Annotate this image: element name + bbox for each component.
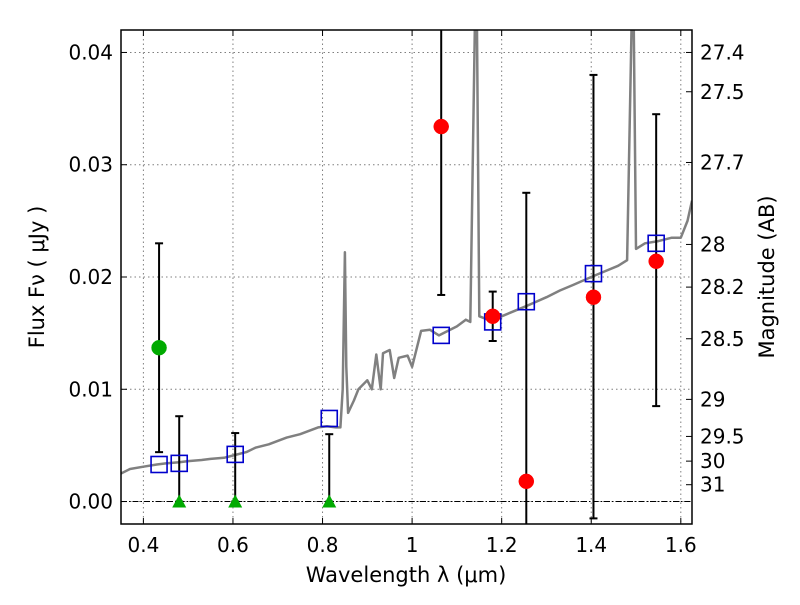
observed-point [518, 473, 535, 490]
model-photometry-square [320, 409, 339, 428]
magnitude-tick-label: 28.5 [700, 327, 745, 351]
magnitude-tick-label: 30 [700, 449, 725, 473]
magnitude-tick-label: 28.2 [700, 275, 745, 299]
upper-limit-triangle [228, 494, 243, 508]
upper-limit-bar [231, 432, 240, 503]
model-photometry-square [517, 292, 536, 311]
observed-point [484, 308, 501, 325]
magnitude-tick-label: 29 [700, 387, 725, 411]
magnitude-tick-label: 27.4 [700, 40, 745, 64]
y-tick-label: 0.03 [68, 153, 113, 177]
observed-point [151, 339, 167, 356]
observed-point [585, 289, 602, 305]
magnitude-tick-label: 31 [700, 473, 725, 497]
x-tick-label: 1.2 [486, 533, 518, 557]
y-tick-label: 0.01 [68, 377, 113, 401]
y-tick-label: 0.00 [68, 490, 113, 514]
error-bar [522, 191, 531, 524]
x-tick-label: 1.4 [575, 533, 607, 557]
grid [121, 30, 692, 524]
model-photometry-square [432, 326, 451, 345]
error-bar [437, 30, 446, 296]
model-photometry-square [226, 445, 244, 464]
y-axis-label: Flux Fν ( μJy ) [25, 206, 49, 349]
x-tick-label: 1.6 [665, 533, 697, 557]
y-tick-label: 0.02 [68, 265, 113, 289]
observed-point [648, 253, 664, 270]
x-tick-label: 0.6 [217, 533, 249, 557]
magnitude-tick-label: 27.7 [700, 150, 745, 174]
model-photometry-square [170, 454, 189, 473]
upper-limit-triangle [172, 494, 187, 508]
right-axis-label: Magnitude (AB) [755, 195, 779, 358]
x-tick-label: 1 [406, 533, 419, 557]
model-photometry-square [584, 264, 603, 283]
upper-limit-triangle [322, 494, 337, 508]
x-tick-label: 0.4 [127, 533, 159, 557]
axes: 0.4 0.6 0.8 1 1.2 1.4 1.6 0.00 0.01 0.02 0.03 0.04 2… [68, 29, 745, 557]
magnitude-tick-label: 29.5 [700, 424, 745, 448]
model-sed-line [121, 30, 692, 475]
magnitude-tick-label: 28 [700, 232, 725, 256]
x-axis-label: Wavelength λ (μm) [306, 563, 507, 587]
observed-point [433, 118, 449, 135]
model-photometry-square [150, 455, 168, 474]
model-photometry-square [647, 234, 665, 253]
upper-limit-bar [175, 415, 184, 503]
upper-limit-bar [325, 433, 334, 503]
y-tick-label: 0.04 [68, 40, 113, 64]
plot-area [121, 30, 692, 524]
magnitude-tick-label: 27.5 [700, 80, 745, 104]
x-tick-label: 0.8 [307, 533, 339, 557]
